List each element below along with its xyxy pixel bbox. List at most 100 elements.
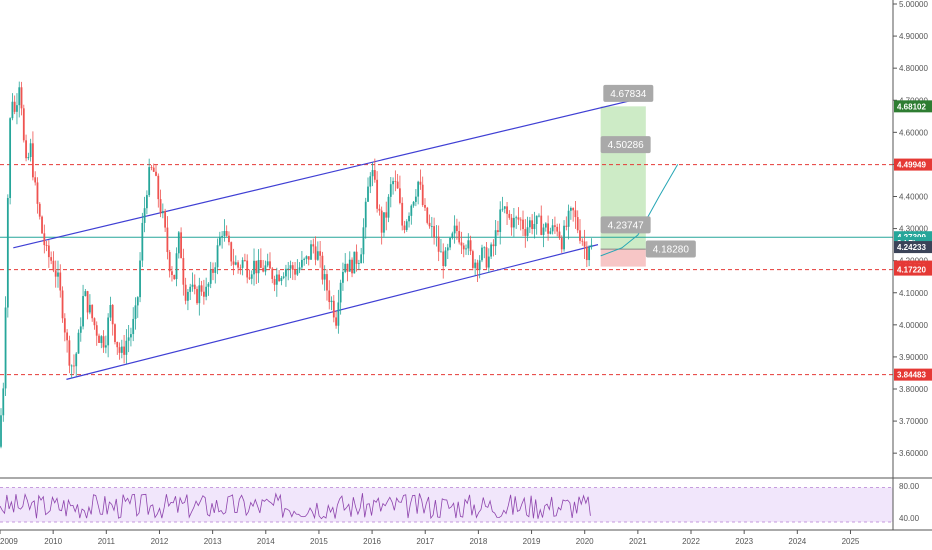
candle-body xyxy=(282,276,285,278)
candle-body xyxy=(141,222,144,261)
candle-body xyxy=(554,225,556,227)
channel-lower-line[interactable] xyxy=(66,244,599,380)
candle-body xyxy=(214,267,217,273)
candle-body xyxy=(47,245,50,258)
candle-body xyxy=(538,215,540,217)
candle-body xyxy=(104,345,107,348)
candle-body xyxy=(316,251,319,260)
candle-body xyxy=(266,261,269,266)
candle-body xyxy=(32,143,34,178)
projection-curve[interactable] xyxy=(600,164,679,257)
candle-body xyxy=(373,170,376,180)
candle-body xyxy=(323,274,326,280)
candle-body xyxy=(528,220,531,228)
candle-body xyxy=(412,201,415,206)
candle-body xyxy=(544,223,547,228)
time-tick-label: 2021 xyxy=(629,537,647,546)
candle-body xyxy=(460,242,463,246)
candle-body xyxy=(362,227,365,255)
candle-body xyxy=(430,226,433,227)
time-tick-label: 2011 xyxy=(98,537,116,546)
candle-body xyxy=(189,286,192,292)
candle-body xyxy=(339,282,342,303)
candle-body xyxy=(369,176,372,187)
candle-body xyxy=(474,262,477,268)
candle-body xyxy=(590,244,593,248)
candle-body xyxy=(196,289,198,304)
candle-body xyxy=(182,258,185,285)
time-axis[interactable]: 2009 2010 2011 2012 2013 2014 2015 2016 2017 2018… xyxy=(0,529,932,546)
candle-body xyxy=(385,212,388,218)
candle-body xyxy=(307,256,310,260)
rsi-pane[interactable]: 80.00 40.00 xyxy=(0,482,920,523)
candle-body xyxy=(246,260,249,278)
candle-body xyxy=(424,204,426,208)
candle-body xyxy=(237,262,239,268)
candle-body xyxy=(517,217,520,220)
candle-body xyxy=(45,245,48,246)
candle-body xyxy=(57,272,59,277)
candle-body xyxy=(159,199,162,214)
candle-body xyxy=(218,236,221,246)
candle-body xyxy=(403,225,406,230)
candle-body xyxy=(223,231,226,236)
candle-body xyxy=(535,215,538,224)
candle-body xyxy=(319,251,322,256)
price-pane[interactable]: 4.67834 4.50286 4.23747 4.18280 xyxy=(0,81,932,479)
candle-body xyxy=(442,251,445,267)
candle-body xyxy=(294,269,296,275)
price-badge xyxy=(894,263,932,276)
channel-upper-line[interactable] xyxy=(13,96,646,249)
candle-body xyxy=(421,184,424,205)
candle-body xyxy=(111,305,114,325)
candle-body xyxy=(193,284,196,290)
candle-body xyxy=(248,277,251,279)
candle-body xyxy=(59,272,62,291)
candle-body xyxy=(100,336,103,343)
candle-body xyxy=(335,317,337,326)
candle-body xyxy=(77,332,80,354)
price-callout-box xyxy=(600,216,651,234)
time-tick-label: 2023 xyxy=(735,537,753,546)
candle-body xyxy=(303,258,306,260)
candle-body xyxy=(408,215,410,222)
candle-body xyxy=(34,177,37,183)
candle-body xyxy=(255,260,258,274)
time-tick-label: 2018 xyxy=(469,537,487,546)
candle-body xyxy=(157,175,160,200)
candle-body xyxy=(38,203,41,217)
candle-body xyxy=(43,233,46,246)
time-tick-label: 2013 xyxy=(204,537,222,546)
candle-body xyxy=(326,274,328,291)
candle-body xyxy=(533,223,536,230)
candle-body xyxy=(371,170,374,177)
candle-body xyxy=(378,208,381,211)
candle-body xyxy=(202,291,205,297)
price-tick-label: 5.00000 xyxy=(899,0,928,9)
candle-body xyxy=(109,305,112,318)
candle-body xyxy=(360,254,363,264)
position-loss-zone[interactable] xyxy=(600,249,646,267)
candle-body xyxy=(209,269,212,284)
candle-body xyxy=(262,267,265,272)
candle-body xyxy=(565,225,568,227)
candle-body xyxy=(139,260,141,298)
candle-body xyxy=(383,212,385,233)
candle-body xyxy=(437,236,440,252)
candle-body xyxy=(150,167,153,168)
candle-body xyxy=(506,206,508,214)
candle-body xyxy=(526,227,529,236)
time-tick-label: 2019 xyxy=(523,537,541,546)
time-tick-label: 2009 xyxy=(0,537,18,546)
candle-body xyxy=(123,346,125,355)
candle-body xyxy=(11,101,14,119)
candle-body xyxy=(207,283,210,287)
price-tick-label: 4.80000 xyxy=(899,64,928,73)
candle-body xyxy=(180,232,182,259)
candle-body xyxy=(118,347,121,353)
candle-body xyxy=(414,196,417,202)
candle-body xyxy=(300,259,303,268)
candle-body xyxy=(25,140,27,159)
price-axis[interactable]: 5.000004.900004.800004.700004.600004.500… xyxy=(892,0,932,530)
